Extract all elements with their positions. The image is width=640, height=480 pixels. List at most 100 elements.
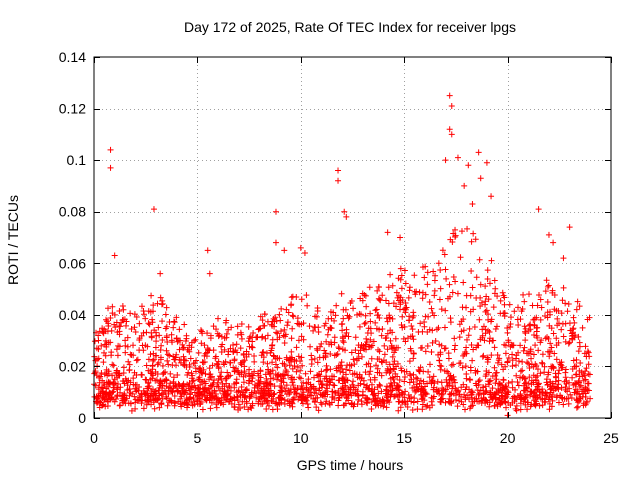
data-point [434,389,441,396]
data-point [482,396,489,403]
data-point [375,402,382,409]
data-point [433,326,440,333]
data-point [562,300,569,307]
data-point [257,393,264,400]
data-point [215,399,222,406]
data-point [180,345,187,352]
data-point [385,300,392,307]
data-point [454,403,461,410]
data-point [231,404,238,411]
data-point [265,402,272,409]
data-point [498,361,505,368]
data-point [436,357,443,364]
data-point [191,382,198,389]
data-point [358,398,365,405]
data-point [125,400,132,407]
data-point [441,324,448,331]
data-point [132,405,139,412]
data-point [262,335,269,342]
data-point [272,355,279,362]
data-point [524,391,531,398]
data-point [479,353,486,360]
data-point [152,352,159,359]
data-point [215,333,222,340]
data-point [156,404,163,411]
data-point [487,394,494,401]
data-point [531,397,538,404]
data-point [278,378,285,385]
data-point [452,233,459,240]
data-point [428,305,435,312]
data-point [177,401,184,408]
data-point [553,356,560,363]
data-point [165,361,172,368]
data-point [159,300,166,307]
data-point [365,360,372,367]
data-point [477,387,484,394]
data-point [195,385,202,392]
data-point [491,391,498,398]
data-point [230,348,237,355]
data-point [464,225,471,232]
data-point [359,297,366,304]
data-point [538,304,545,311]
data-point [143,401,150,408]
data-point [177,337,184,344]
data-point [559,297,566,304]
data-point [537,316,544,323]
data-point [272,208,279,215]
data-point [105,305,112,312]
data-point [122,337,129,344]
data-point [363,335,370,342]
data-point [145,380,152,387]
data-point [417,344,424,351]
data-point [492,325,499,332]
data-point [372,319,379,326]
data-point [264,360,271,367]
data-point [566,339,573,346]
data-point [372,307,379,314]
data-point [341,208,348,215]
data-point [222,319,229,326]
data-point [470,346,477,353]
data-point [335,402,342,409]
data-point [181,357,188,364]
data-point [521,298,528,305]
data-point [526,374,533,381]
data-point [453,387,460,394]
data-point [299,391,306,398]
data-point [130,342,137,349]
data-point [167,370,174,377]
data-point [500,376,507,383]
data-point [418,391,425,398]
data-point [297,358,304,365]
data-point [458,328,465,335]
data-point [148,334,155,341]
data-point [191,389,198,396]
data-point [561,395,568,402]
data-point [206,270,213,277]
data-point [348,349,355,356]
data-point [489,373,496,380]
data-point [149,319,156,326]
data-point [405,294,412,301]
data-point [124,334,131,341]
data-point [547,308,554,315]
data-point [274,330,281,337]
data-point [117,323,124,330]
data-point [509,378,516,385]
data-point [306,323,313,330]
data-point [570,314,577,321]
data-point [460,381,467,388]
data-point [288,294,295,301]
data-point [198,369,205,376]
data-point [204,395,211,402]
data-point [506,301,513,308]
data-point [366,371,373,378]
data-point [435,351,442,358]
data-point [113,319,120,326]
data-point [495,357,502,364]
data-point [207,374,214,381]
data-point [410,399,417,406]
data-point [417,320,424,327]
